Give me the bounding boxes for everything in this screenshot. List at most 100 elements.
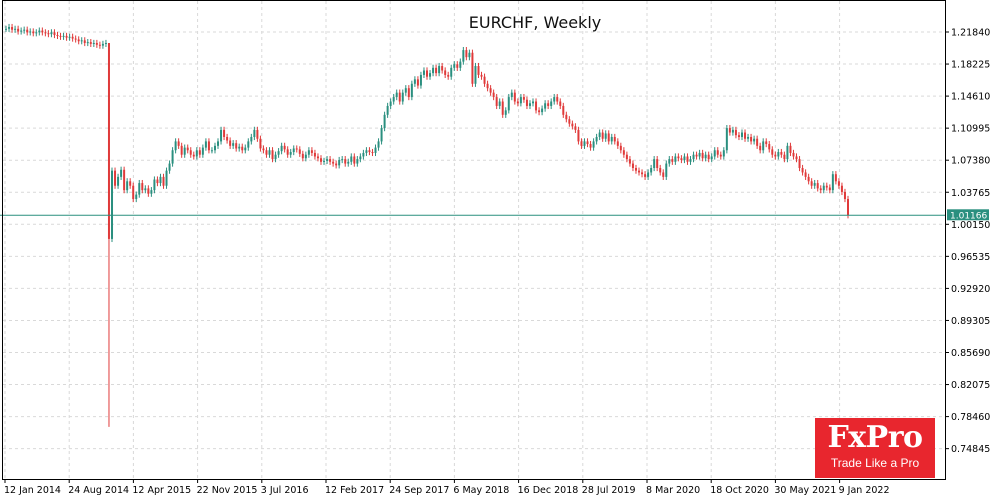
fxpro-logo: FxPro Trade Like a Pro	[815, 418, 935, 478]
candle	[50, 29, 53, 38]
candle	[722, 147, 725, 160]
candle	[477, 62, 480, 79]
candle	[668, 156, 671, 167]
candle	[677, 153, 680, 162]
candle	[259, 135, 262, 152]
candle	[628, 156, 631, 167]
candle	[192, 151, 195, 160]
x-tick-label: 24 Sep 2017	[389, 485, 449, 496]
candle	[692, 151, 695, 163]
candle	[438, 62, 441, 77]
candle	[277, 148, 280, 158]
x-tick-label: 24 Aug 2014	[68, 485, 129, 496]
candle	[777, 148, 780, 160]
candle	[813, 179, 816, 189]
candle	[432, 64, 435, 77]
candle	[607, 130, 610, 145]
candle	[486, 80, 489, 92]
candle	[592, 138, 595, 151]
candle	[183, 144, 186, 158]
candle	[598, 129, 601, 141]
candle	[474, 62, 477, 87]
candle	[356, 156, 359, 167]
candle	[29, 28, 32, 36]
candle	[765, 138, 768, 148]
candle	[238, 143, 241, 152]
candle	[810, 178, 813, 189]
candle	[634, 164, 637, 174]
candle	[338, 156, 341, 169]
candle	[35, 29, 38, 37]
candle	[374, 144, 377, 157]
candle	[704, 151, 707, 162]
candle	[344, 156, 347, 167]
candle	[638, 167, 641, 176]
chart-title: EURCHF, Weekly	[469, 13, 601, 32]
candle	[141, 179, 144, 194]
candle	[622, 147, 625, 158]
candle	[304, 151, 307, 162]
candle	[265, 147, 268, 158]
candle	[8, 23, 11, 32]
candle	[416, 76, 419, 89]
candle	[444, 67, 447, 79]
candle	[174, 138, 177, 154]
x-tick-label: 22 Nov 2015	[197, 485, 258, 496]
x-tick-label: 3 Jul 2016	[261, 485, 309, 496]
candle	[613, 133, 616, 145]
candle	[837, 178, 840, 189]
candle	[535, 98, 538, 114]
candle	[804, 169, 807, 180]
candle	[495, 93, 498, 110]
candle	[98, 41, 101, 49]
candle	[156, 176, 159, 187]
candle	[371, 148, 374, 157]
candle	[65, 32, 68, 41]
candle	[774, 151, 777, 160]
candle	[719, 151, 722, 160]
candle	[574, 123, 577, 133]
candle	[792, 149, 795, 160]
candle	[762, 138, 765, 154]
candle	[819, 185, 822, 194]
candle	[32, 28, 35, 37]
candle	[80, 37, 83, 45]
candle	[283, 142, 286, 153]
candle	[295, 145, 298, 153]
candle	[289, 148, 292, 158]
y-tick-label: 0.82075	[951, 380, 990, 391]
candle	[595, 133, 598, 145]
candle	[565, 111, 568, 123]
x-tick-label: 18 Oct 2020	[710, 485, 769, 496]
y-tick-label: 1.07380	[951, 156, 990, 167]
candle	[247, 138, 250, 151]
candle	[138, 179, 141, 198]
candle	[753, 135, 756, 145]
candle	[129, 178, 132, 189]
candle	[816, 179, 819, 192]
candle	[501, 98, 504, 118]
candle	[250, 133, 253, 145]
candle	[162, 173, 165, 189]
candle	[144, 185, 147, 194]
candle	[583, 138, 586, 149]
candle	[780, 148, 783, 158]
candle	[616, 138, 619, 149]
candle	[359, 153, 362, 163]
candle	[229, 137, 232, 149]
x-tick-label: 28 Jul 2019	[582, 485, 636, 496]
candle	[725, 125, 728, 154]
candle	[389, 98, 392, 110]
candle	[347, 158, 350, 167]
candle	[186, 144, 189, 154]
candle	[680, 155, 683, 164]
candle	[601, 129, 604, 142]
candle	[326, 156, 329, 165]
y-tick-label: 1.21840	[951, 28, 990, 39]
candle	[710, 153, 713, 163]
x-axis: 12 Jan 2014 24 Aug 2014 12 Apr 2015 22 Nov …	[4, 479, 890, 496]
candle	[44, 29, 47, 37]
candle	[716, 147, 719, 158]
candle	[522, 93, 525, 103]
x-tick-label: 12 Jan 2014	[4, 485, 61, 496]
